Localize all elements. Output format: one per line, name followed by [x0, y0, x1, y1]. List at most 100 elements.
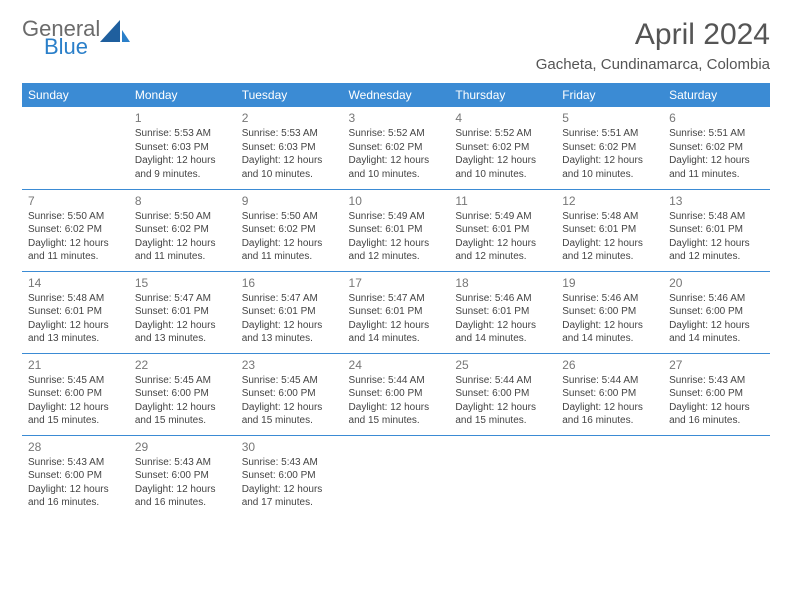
sunset-text: Sunset: 6:00 PM	[669, 305, 764, 319]
day-header: Thursday	[449, 83, 556, 107]
sunrise-text: Sunrise: 5:45 AM	[28, 374, 123, 388]
sunset-text: Sunset: 6:00 PM	[562, 305, 657, 319]
daylight-text: Daylight: 12 hours and 15 minutes.	[349, 401, 444, 428]
calendar-body: 1Sunrise: 5:53 AMSunset: 6:03 PMDaylight…	[22, 107, 770, 517]
day-number: 13	[669, 193, 764, 209]
daylight-text: Daylight: 12 hours and 16 minutes.	[669, 401, 764, 428]
sunset-text: Sunset: 6:02 PM	[562, 141, 657, 155]
sunset-text: Sunset: 6:00 PM	[455, 387, 550, 401]
calendar-day	[449, 435, 556, 517]
calendar-day: 9Sunrise: 5:50 AMSunset: 6:02 PMDaylight…	[236, 189, 343, 271]
sunrise-text: Sunrise: 5:44 AM	[562, 374, 657, 388]
calendar-day: 29Sunrise: 5:43 AMSunset: 6:00 PMDayligh…	[129, 435, 236, 517]
calendar-day: 5Sunrise: 5:51 AMSunset: 6:02 PMDaylight…	[556, 107, 663, 189]
sunset-text: Sunset: 6:01 PM	[455, 305, 550, 319]
calendar-day: 14Sunrise: 5:48 AMSunset: 6:01 PMDayligh…	[22, 271, 129, 353]
day-number: 27	[669, 357, 764, 373]
sunset-text: Sunset: 6:00 PM	[349, 387, 444, 401]
sunset-text: Sunset: 6:02 PM	[135, 223, 230, 237]
calendar-week: 14Sunrise: 5:48 AMSunset: 6:01 PMDayligh…	[22, 271, 770, 353]
page-header: General Blue April 2024 Gacheta, Cundina…	[22, 18, 770, 73]
sunrise-text: Sunrise: 5:43 AM	[242, 456, 337, 470]
sunrise-text: Sunrise: 5:49 AM	[349, 210, 444, 224]
calendar-day: 17Sunrise: 5:47 AMSunset: 6:01 PMDayligh…	[343, 271, 450, 353]
daylight-text: Daylight: 12 hours and 14 minutes.	[349, 319, 444, 346]
sunrise-text: Sunrise: 5:47 AM	[349, 292, 444, 306]
daylight-text: Daylight: 12 hours and 13 minutes.	[242, 319, 337, 346]
daylight-text: Daylight: 12 hours and 13 minutes.	[28, 319, 123, 346]
calendar-day	[343, 435, 450, 517]
sunset-text: Sunset: 6:00 PM	[669, 387, 764, 401]
day-number: 18	[455, 275, 550, 291]
day-number: 29	[135, 439, 230, 455]
sunset-text: Sunset: 6:00 PM	[28, 469, 123, 483]
day-number: 5	[562, 110, 657, 126]
daylight-text: Daylight: 12 hours and 14 minutes.	[455, 319, 550, 346]
logo-sail-icon	[100, 20, 130, 46]
day-number: 7	[28, 193, 123, 209]
daylight-text: Daylight: 12 hours and 14 minutes.	[669, 319, 764, 346]
sunset-text: Sunset: 6:01 PM	[242, 305, 337, 319]
logo-text: General Blue	[22, 18, 100, 58]
calendar-day	[556, 435, 663, 517]
daylight-text: Daylight: 12 hours and 17 minutes.	[242, 483, 337, 510]
sunset-text: Sunset: 6:00 PM	[28, 387, 123, 401]
calendar-week: 7 Sunrise: 5:50 AMSunset: 6:02 PM Daylight…	[22, 189, 770, 271]
day-number: 3	[349, 110, 444, 126]
sunrise-text: Sunrise: 5:46 AM	[562, 292, 657, 306]
sunrise-text: Sunrise: 5:45 AM	[242, 374, 337, 388]
day-header: Friday	[556, 83, 663, 107]
daylight-text: Daylight: 12 hours and 16 minutes.	[135, 483, 230, 510]
daylight-text: Daylight: 12 hours and 12 minutes.	[455, 237, 550, 264]
calendar-day: 18Sunrise: 5:46 AMSunset: 6:01 PMDayligh…	[449, 271, 556, 353]
sunset-text: Sunset: 6:01 PM	[28, 305, 123, 319]
calendar-day: 20Sunrise: 5:46 AMSunset: 6:00 PMDayligh…	[663, 271, 770, 353]
calendar-day: 8Sunrise: 5:50 AMSunset: 6:02 PMDaylight…	[129, 189, 236, 271]
sunrise-text: Sunrise: 5:46 AM	[455, 292, 550, 306]
calendar-day: 16Sunrise: 5:47 AMSunset: 6:01 PMDayligh…	[236, 271, 343, 353]
sunset-text: Sunset: 6:00 PM	[135, 469, 230, 483]
sunset-text: Sunset: 6:02 PM	[349, 141, 444, 155]
sunset-text: Sunset: 6:00 PM	[242, 469, 337, 483]
sunrise-text: Sunrise: 5:48 AM	[562, 210, 657, 224]
sunset-text: Sunset: 6:01 PM	[669, 223, 764, 237]
sunrise-text: Sunrise: 5:48 AM	[669, 210, 764, 224]
sunrise-text: Sunrise: 5:47 AM	[135, 292, 230, 306]
day-number: 10	[349, 193, 444, 209]
day-number: 9	[242, 193, 337, 209]
day-number: 11	[455, 193, 550, 209]
daylight-text: Daylight: 12 hours and 11 minutes.	[242, 237, 337, 264]
calendar-day: 30Sunrise: 5:43 AMSunset: 6:00 PMDayligh…	[236, 435, 343, 517]
sunrise-text: Sunrise: 5:50 AM	[135, 210, 230, 224]
sunset-text: Sunset: 6:01 PM	[349, 305, 444, 319]
day-number: 22	[135, 357, 230, 373]
sunset-text: Sunset: 6:01 PM	[349, 223, 444, 237]
calendar-week: 28Sunrise: 5:43 AMSunset: 6:00 PMDayligh…	[22, 435, 770, 517]
day-number: 23	[242, 357, 337, 373]
sunrise-text: Sunrise: 5:48 AM	[28, 292, 123, 306]
day-number: 2	[242, 110, 337, 126]
sunset-text: Sunset: 6:03 PM	[135, 141, 230, 155]
calendar-day: 12Sunrise: 5:48 AMSunset: 6:01 PMDayligh…	[556, 189, 663, 271]
day-number: 26	[562, 357, 657, 373]
daylight-text: Daylight: 12 hours and 10 minutes.	[455, 154, 550, 181]
sunrise-text: Sunrise: 5:43 AM	[135, 456, 230, 470]
calendar-week: 21Sunrise: 5:45 AMSunset: 6:00 PMDayligh…	[22, 353, 770, 435]
sunrise-text: Sunrise: 5:46 AM	[669, 292, 764, 306]
day-header: Monday	[129, 83, 236, 107]
day-number: 8	[135, 193, 230, 209]
calendar-week: 1Sunrise: 5:53 AMSunset: 6:03 PMDaylight…	[22, 107, 770, 189]
day-number: 17	[349, 275, 444, 291]
day-number: 4	[455, 110, 550, 126]
sunset-text: Sunset: 6:02 PM	[669, 141, 764, 155]
sunset-text: Sunset: 6:02 PM	[455, 141, 550, 155]
sunrise-text: Sunrise: 5:43 AM	[28, 456, 123, 470]
sunset-text: Sunset: 6:00 PM	[242, 387, 337, 401]
sunrise-text: Sunrise: 5:49 AM	[455, 210, 550, 224]
day-number: 15	[135, 275, 230, 291]
sunrise-text: Sunrise: 5:51 AM	[669, 127, 764, 141]
calendar-day: 26Sunrise: 5:44 AMSunset: 6:00 PMDayligh…	[556, 353, 663, 435]
calendar-day: 3Sunrise: 5:52 AMSunset: 6:02 PMDaylight…	[343, 107, 450, 189]
day-number: 14	[28, 275, 123, 291]
calendar-day: 13Sunrise: 5:48 AMSunset: 6:01 PMDayligh…	[663, 189, 770, 271]
